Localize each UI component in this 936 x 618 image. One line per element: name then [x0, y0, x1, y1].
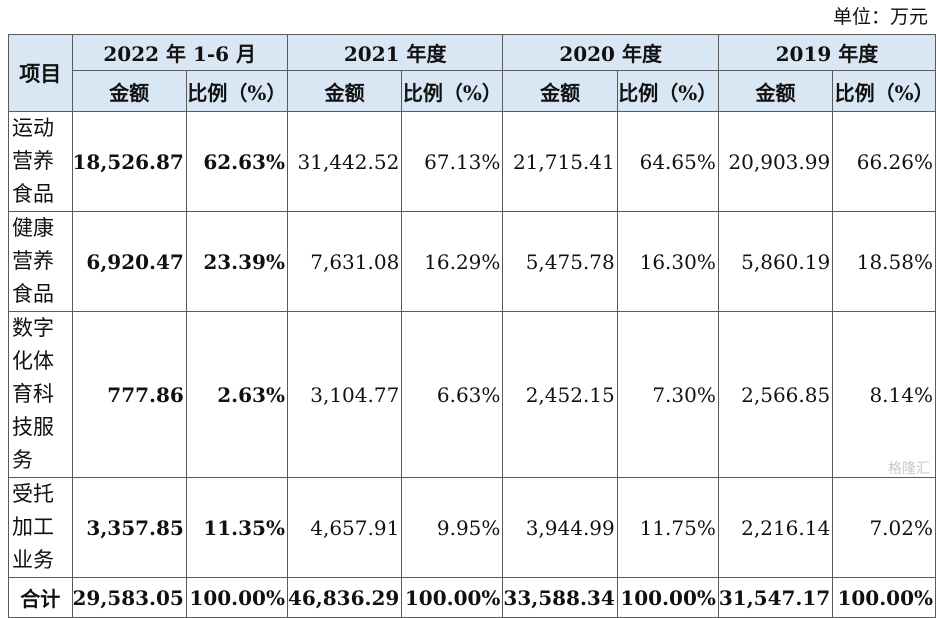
cell-amount: 21,715.41 — [502, 111, 618, 212]
cell-ratio: 64.65% — [616, 111, 719, 212]
table-row: 受托加工业务 3,357.85 11.35% 4,657.91 9.95% 3,… — [8, 477, 936, 578]
cell-ratio: 100.00% — [185, 577, 288, 618]
cell-ratio: 11.75% — [616, 477, 719, 578]
header-ratio: 比例（%） — [616, 70, 719, 112]
cell-amount: 3,357.85 — [71, 477, 187, 578]
cell-ratio: 66.26% — [832, 111, 936, 212]
cell-ratio: 9.95% — [401, 477, 504, 578]
header-ratio: 比例（%） — [832, 70, 936, 112]
cell-amount: 33,588.34 — [502, 577, 618, 618]
cell-amount: 20,903.99 — [717, 111, 834, 212]
cell-amount: 2,452.15 — [502, 311, 618, 478]
cell-amount: 29,583.05 — [71, 577, 187, 618]
cell-amount: 7,631.08 — [286, 211, 403, 312]
cell-ratio: 18.58% — [832, 211, 936, 312]
cell-amount: 777.86 — [71, 311, 187, 478]
cell-amount: 6,920.47 — [71, 211, 187, 312]
header-ratio: 比例（%） — [401, 70, 504, 112]
cell-ratio: 7.02% — [832, 477, 936, 578]
header-period-2021: 2021 年度 — [286, 34, 504, 71]
cell-ratio: 100.00% — [832, 577, 936, 618]
cell-ratio: 2.63% — [185, 311, 288, 478]
cell-ratio: 6.63% — [401, 311, 504, 478]
row-label: 运动营养食品 — [8, 111, 73, 212]
cell-ratio: 62.63% — [185, 111, 288, 212]
cell-ratio: 100.00% — [401, 577, 504, 618]
header-period-2020: 2020 年度 — [502, 34, 719, 71]
row-label: 受托加工业务 — [8, 477, 73, 578]
cell-amount: 46,836.29 — [286, 577, 403, 618]
table-row: 健康营养食品 6,920.47 23.39% 7,631.08 16.29% 5… — [8, 211, 936, 312]
watermark-logo: 格隆汇 — [888, 461, 930, 477]
cell-amount: 2,566.85 — [717, 311, 834, 478]
cell-amount: 5,475.78 — [502, 211, 618, 312]
cell-amount: 3,944.99 — [502, 477, 618, 578]
cell-ratio: 11.35% — [185, 477, 288, 578]
cell-ratio: 67.13% — [401, 111, 504, 212]
revenue-breakdown-table: 项目 2022 年 1-6 月 2021 年度 2020 年度 2019 年度 … — [8, 34, 936, 618]
header-period-2022h1: 2022 年 1-6 月 — [71, 34, 288, 71]
cell-amount: 4,657.91 — [286, 477, 403, 578]
row-label: 数字化体育科技服务 — [8, 311, 73, 478]
header-amount: 金额 — [502, 70, 618, 112]
unit-label: 单位：万元 — [832, 6, 928, 28]
header-project: 项目 — [8, 34, 73, 112]
header-ratio: 比例（%） — [185, 70, 288, 112]
cell-ratio: 16.30% — [616, 211, 719, 312]
header-period-2019: 2019 年度 — [717, 34, 936, 71]
table-row: 数字化体育科技服务 777.86 2.63% 3,104.77 6.63% 2,… — [8, 311, 936, 478]
cell-amount: 2,216.14 — [717, 477, 834, 578]
row-label: 健康营养食品 — [8, 211, 73, 312]
cell-amount: 31,547.17 — [717, 577, 834, 618]
header-amount: 金额 — [717, 70, 834, 112]
cell-ratio: 7.30% — [616, 311, 719, 478]
total-row: 合计 29,583.05 100.00% 46,836.29 100.00% 3… — [8, 577, 936, 618]
table-row: 运动营养食品 18,526.87 62.63% 31,442.52 67.13%… — [8, 111, 936, 212]
total-label: 合计 — [8, 577, 73, 618]
cell-amount: 5,860.19 — [717, 211, 834, 312]
header-amount: 金额 — [286, 70, 403, 112]
cell-amount: 18,526.87 — [71, 111, 187, 212]
cell-ratio: 100.00% — [616, 577, 719, 618]
cell-amount: 31,442.52 — [286, 111, 403, 212]
cell-ratio: 8.14% — [832, 311, 936, 478]
header-amount: 金额 — [71, 70, 187, 112]
cell-ratio: 16.29% — [401, 211, 504, 312]
cell-ratio: 23.39% — [185, 211, 288, 312]
cell-amount: 3,104.77 — [286, 311, 403, 478]
